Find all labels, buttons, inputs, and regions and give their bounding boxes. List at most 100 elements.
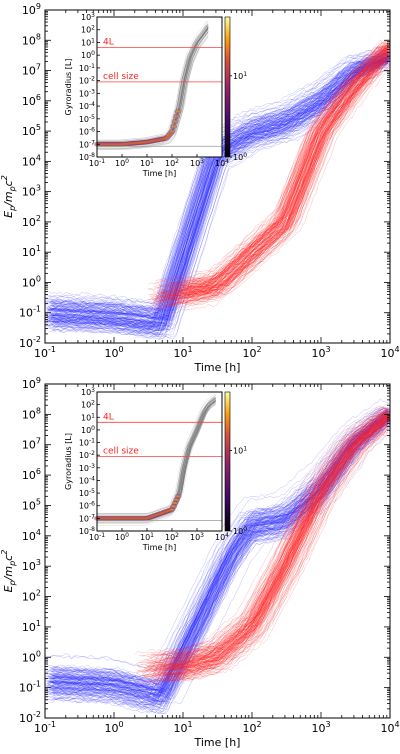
trace-line	[48, 413, 388, 696]
trace-line	[45, 409, 388, 685]
trace-line	[49, 56, 389, 317]
trace-line	[171, 406, 391, 651]
inset-y-tick-label: 10-4	[79, 101, 95, 111]
trace-line	[136, 419, 389, 675]
trace-line	[187, 53, 390, 298]
colorbar-tick-label: 100	[233, 526, 247, 536]
inset-y-tick-label: 10-6	[79, 127, 95, 137]
trace-line	[159, 45, 389, 295]
trace-line	[53, 419, 390, 711]
trace-line	[162, 45, 390, 295]
trace-line	[146, 413, 390, 665]
colorbar-tick-label: 100	[233, 152, 247, 162]
trace-line	[169, 411, 388, 666]
trace-line	[51, 411, 388, 683]
scatter-cloud	[44, 398, 391, 715]
trace-line	[47, 59, 390, 322]
trace-line	[185, 49, 390, 297]
inset-trajectory	[97, 30, 209, 150]
trace-line	[48, 58, 388, 325]
trace-line	[53, 412, 391, 692]
trace-line	[50, 419, 388, 703]
inset-y-tick-label: 10-8	[79, 526, 95, 536]
trace-line	[153, 42, 389, 287]
trace-line	[46, 398, 389, 670]
trace-line	[169, 418, 388, 676]
inset-x-tick-label: 10-1	[89, 532, 105, 542]
trace-line	[159, 58, 389, 297]
trace-line	[45, 418, 389, 696]
trace-line	[51, 57, 389, 312]
trace-line	[185, 50, 388, 293]
trace-line	[181, 53, 390, 307]
inset-x-tick-label: 101	[140, 158, 154, 168]
trace-line	[173, 417, 390, 666]
trace-line	[50, 413, 390, 696]
trace-line	[184, 46, 390, 290]
trace-line	[186, 50, 389, 283]
trace-line	[50, 418, 388, 702]
trace-line	[51, 59, 389, 331]
trace-line	[52, 409, 390, 682]
trace-line	[47, 409, 390, 688]
trace-line	[147, 51, 389, 304]
inset-trajectory	[97, 28, 209, 143]
trace-line	[164, 416, 389, 671]
trace-line	[49, 413, 389, 694]
trace-line	[166, 57, 388, 315]
inset-trajectory	[97, 31, 209, 146]
inset-trajectory	[97, 397, 216, 516]
trace-line	[152, 409, 388, 656]
trace-line	[167, 53, 389, 297]
inset-x-tick-label: 103	[190, 158, 204, 168]
trace-line	[52, 67, 390, 338]
trace-line	[48, 416, 389, 693]
trace-line	[157, 45, 390, 293]
trace-line	[148, 54, 389, 290]
heat-cell-core	[176, 110, 180, 113]
series-blue	[44, 398, 391, 715]
trace-line	[52, 422, 390, 713]
colorbar-tick-label: 101	[233, 71, 247, 81]
trace-line	[141, 420, 388, 672]
trace-line	[171, 418, 390, 671]
trace-line	[165, 46, 390, 295]
trace-line	[174, 55, 390, 310]
trace-line	[151, 415, 390, 664]
trace-line	[168, 48, 390, 287]
inset-trajectory	[97, 401, 216, 522]
trace-line	[45, 59, 389, 331]
trace-line	[47, 419, 390, 693]
trace-line	[147, 425, 388, 679]
inset-y-tick-label: 10-2	[79, 450, 95, 460]
trace-line	[47, 413, 390, 697]
inset-chart: 4L cell size 10-1 100 101 102 103 104 10-8 10-7 10…	[64, 387, 247, 552]
trace-line	[146, 413, 390, 662]
inset-trajectory	[97, 24, 209, 143]
inset-y-tick-label: 10-8	[79, 152, 95, 162]
trace-line	[53, 422, 391, 707]
trace-line	[155, 420, 388, 670]
y-tick-label: 105	[22, 123, 41, 138]
trace-line	[175, 45, 389, 285]
trace-line	[45, 416, 388, 706]
trace-line	[51, 425, 389, 715]
trace-line	[46, 415, 390, 690]
inset-trajectory	[97, 402, 216, 522]
inset-x-axis-label: Time [h]	[142, 543, 176, 552]
inset-y-tick-label: 10-1	[79, 63, 95, 73]
trace-line	[187, 50, 390, 295]
trace-line	[149, 51, 388, 306]
x-tick-label: 103	[311, 720, 330, 735]
trace-line	[158, 46, 388, 294]
trace-line	[48, 416, 388, 699]
trace-line	[161, 58, 389, 301]
trace-line	[149, 410, 390, 664]
y-tick-label: 101	[22, 619, 41, 634]
trace-line	[135, 412, 390, 667]
trace-line	[174, 43, 390, 290]
y-tick-label: 102	[22, 589, 41, 604]
trace-line	[46, 417, 389, 691]
trace-line	[51, 58, 388, 321]
trace-line	[177, 47, 391, 297]
